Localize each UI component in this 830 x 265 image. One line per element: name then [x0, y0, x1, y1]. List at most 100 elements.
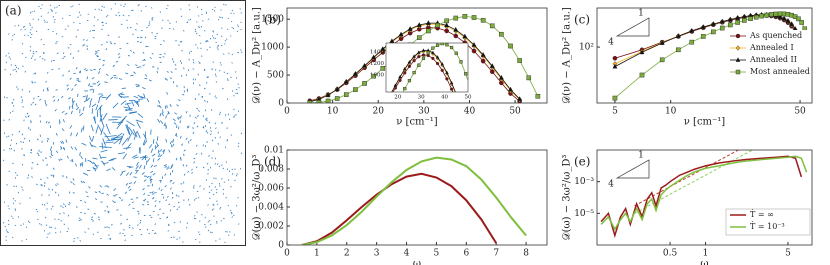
arrow [118, 133, 125, 145]
arrow [163, 164, 167, 167]
arrow [92, 89, 95, 94]
arrow [32, 52, 35, 55]
point [735, 33, 741, 39]
arrow [176, 238, 178, 240]
point [407, 64, 412, 68]
arrow [102, 138, 106, 146]
arrow [172, 182, 175, 184]
arrow [56, 52, 59, 55]
arrow [21, 42, 24, 45]
arrow [31, 81, 34, 84]
arrow [199, 241, 201, 243]
arrow [77, 29, 79, 31]
point [407, 79, 412, 83]
arrow [100, 127, 104, 136]
arrow [55, 33, 58, 35]
arrow [106, 226, 108, 228]
arrow [99, 153, 102, 160]
arrow [126, 218, 129, 221]
arrow [180, 115, 182, 119]
arrow [139, 155, 145, 159]
point [444, 22, 450, 28]
arrow [237, 83, 239, 85]
arrow [33, 72, 35, 75]
point [759, 13, 764, 19]
arrow [44, 21, 46, 23]
point [764, 12, 769, 18]
arrow [127, 63, 130, 67]
arrow [212, 31, 215, 33]
arrow [85, 96, 88, 101]
point [464, 121, 467, 124]
arrow [58, 218, 60, 221]
x-tick-label: 4 [404, 249, 410, 259]
arrow [158, 153, 160, 158]
arrow [197, 109, 200, 112]
point [445, 43, 449, 47]
arrow [131, 234, 133, 237]
arrow [52, 167, 55, 170]
series-line [392, 54, 454, 92]
point [659, 57, 665, 63]
arrow [171, 164, 174, 167]
arrow [216, 47, 219, 49]
point [380, 122, 383, 125]
arrow [206, 162, 209, 165]
arrow [219, 61, 222, 64]
arrow [61, 140, 65, 144]
point [639, 72, 645, 78]
point [735, 69, 741, 75]
arrow [50, 208, 53, 210]
arrow [137, 210, 140, 213]
arrow [157, 118, 161, 123]
point [440, 68, 444, 72]
arrow [217, 45, 219, 47]
point [375, 116, 378, 119]
arrow [33, 97, 35, 100]
point [380, 46, 386, 51]
arrow [60, 146, 63, 149]
arrow [73, 21, 75, 24]
arrow [125, 102, 132, 105]
arrow [128, 226, 131, 229]
point [435, 23, 440, 28]
x-axis-label: ν [cm⁻¹] [396, 117, 438, 128]
arrow [220, 220, 223, 222]
arrow [214, 157, 217, 160]
arrow [150, 216, 153, 219]
arrow [68, 70, 71, 73]
point [416, 35, 422, 40]
arrow [10, 147, 13, 150]
arrow [85, 69, 89, 72]
arrow [213, 10, 216, 12]
arrow [51, 205, 54, 208]
y-axis-label: 𝒟(ν) − A_Dν² [a.u.] [562, 7, 573, 104]
arrow [146, 175, 150, 178]
arrow [194, 238, 197, 241]
point [453, 15, 459, 21]
arrow [15, 66, 18, 69]
arrow [99, 114, 103, 122]
arrow [57, 98, 60, 102]
arrow [89, 85, 93, 88]
arrow [40, 15, 43, 17]
arrow [178, 99, 181, 102]
arrow [220, 35, 223, 37]
arrow [126, 27, 129, 29]
arrow [176, 104, 179, 107]
arrow [21, 89, 24, 91]
arrow [206, 76, 208, 79]
arrow [162, 149, 166, 153]
point [659, 40, 665, 45]
arrow [9, 73, 12, 76]
arrow [212, 150, 215, 152]
point [362, 81, 367, 86]
arrow [56, 6, 58, 8]
arrow [47, 121, 50, 124]
arrow [193, 161, 195, 164]
y-tick-label: 0.01 [264, 146, 284, 156]
arrow [71, 98, 74, 102]
arrow [236, 30, 238, 33]
arrow [170, 187, 172, 190]
arrow [75, 132, 79, 137]
